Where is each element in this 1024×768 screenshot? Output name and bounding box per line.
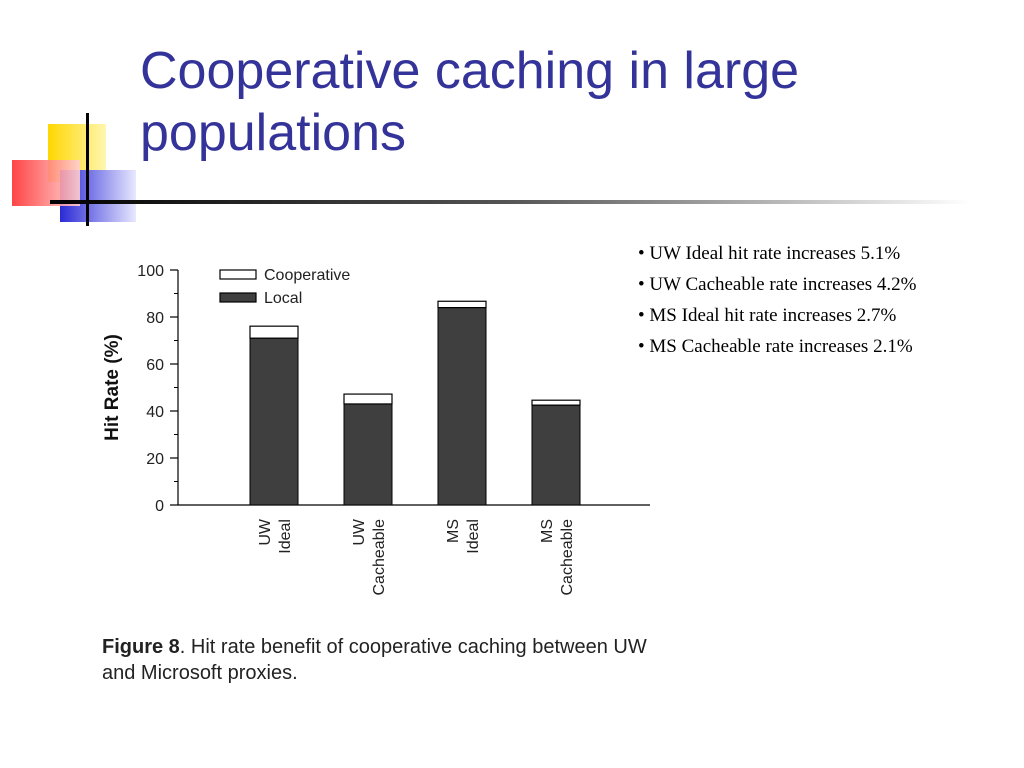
bar-local	[249, 337, 299, 506]
x-tick-label-line2: Ideal	[277, 519, 294, 554]
bar-cooperative	[437, 300, 487, 309]
decor-vertical-line	[86, 113, 89, 226]
bar-cooperative	[531, 399, 581, 406]
x-tick-label-line2: Cacheable	[371, 519, 388, 596]
y-axis-label: Hit Rate (%)	[102, 334, 123, 441]
x-tick-label-line1: UW	[257, 518, 274, 546]
bullet-item: • MS Cacheable rate increases 2.1%	[638, 336, 913, 357]
x-category-label: MS Cacheable	[539, 519, 576, 596]
y-tick-label: 40	[146, 404, 164, 421]
x-tick-label-line1: MS	[445, 519, 462, 543]
x-category-label: UW Cacheable	[351, 518, 388, 595]
bar-local	[343, 403, 393, 506]
x-tick-label-line1: MS	[539, 519, 556, 543]
hit-rate-chart: 0 20 40 60 80 100 Hit Rate (%) Cooperative Loca…	[102, 263, 650, 596]
x-category-label: UW Ideal	[257, 518, 294, 554]
y-tick-label: 0	[155, 498, 164, 515]
bullet-item: • UW Cacheable rate increases 4.2%	[638, 274, 917, 295]
legend-swatch	[219, 292, 257, 303]
bar-local	[437, 307, 487, 506]
bullet-list: • UW Ideal hit rate increases 5.1% • UW …	[638, 238, 1018, 362]
x-tick-label-line1: UW	[351, 518, 368, 546]
x-tick-label-line2: Ideal	[465, 519, 482, 554]
figure-label: Figure 8	[102, 636, 180, 658]
x-tick-label-line2: Cacheable	[559, 519, 576, 596]
y-tick-label: 20	[146, 451, 164, 468]
bar-cooperative	[249, 325, 299, 339]
legend-swatch	[219, 269, 257, 280]
decor-red-square	[12, 160, 80, 206]
bullet-item: • MS Ideal hit rate increases 2.7%	[638, 305, 897, 326]
y-tick-label: 60	[146, 357, 164, 374]
legend-label: Local	[264, 290, 302, 307]
y-tick-label: 100	[137, 263, 164, 280]
title-underline	[50, 200, 970, 204]
slide-title: Cooperative caching in large populations	[140, 42, 800, 162]
legend-label: Cooperative	[264, 267, 350, 284]
x-category-label: MS Ideal	[445, 519, 482, 554]
y-tick-label: 80	[146, 310, 164, 327]
caption-text: . Hit rate benefit of cooperative cachin…	[102, 636, 647, 684]
bullet-item: • UW Ideal hit rate increases 5.1%	[638, 243, 901, 264]
figure-caption: Figure 8. Hit rate benefit of cooperativ…	[102, 634, 662, 686]
bar-cooperative	[343, 393, 393, 405]
bar-local	[531, 404, 581, 506]
